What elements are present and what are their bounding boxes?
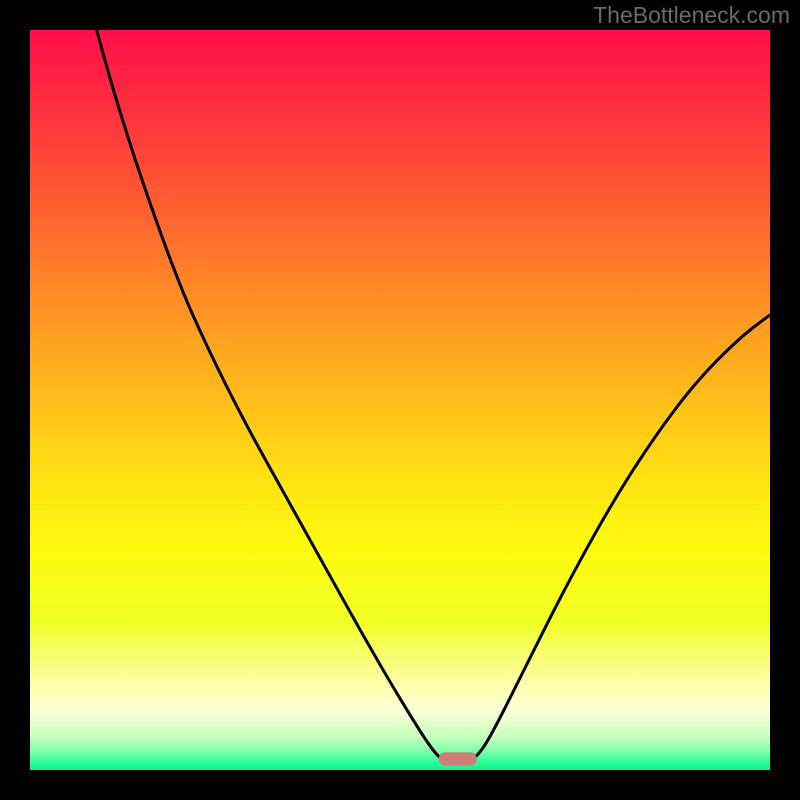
chart-container: TheBottleneck.com	[0, 0, 800, 800]
watermark-text: TheBottleneck.com	[593, 2, 790, 29]
bottleneck-marker	[439, 752, 477, 765]
bottleneck-curve	[97, 30, 770, 761]
curve-overlay-svg	[30, 30, 770, 770]
plot-area	[30, 30, 770, 770]
